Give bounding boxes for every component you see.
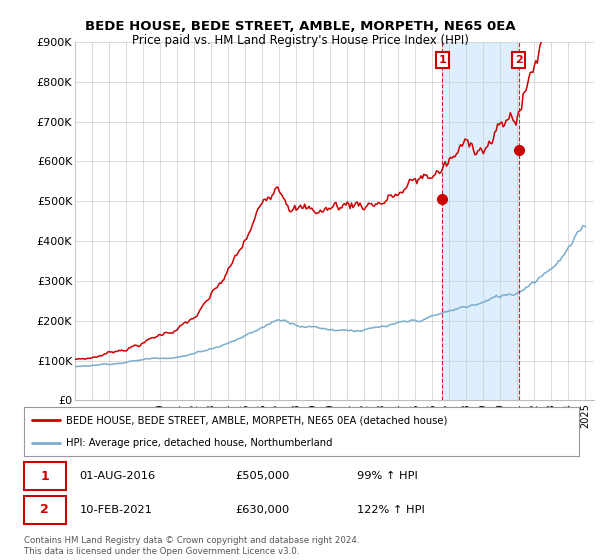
Text: HPI: Average price, detached house, Northumberland: HPI: Average price, detached house, Nort… <box>65 438 332 448</box>
Text: 1: 1 <box>40 469 49 483</box>
Text: £630,000: £630,000 <box>235 505 289 515</box>
Text: 122% ↑ HPI: 122% ↑ HPI <box>357 505 425 515</box>
Text: 01-AUG-2016: 01-AUG-2016 <box>79 471 155 481</box>
Text: 99% ↑ HPI: 99% ↑ HPI <box>357 471 418 481</box>
FancyBboxPatch shape <box>24 462 65 490</box>
Text: BEDE HOUSE, BEDE STREET, AMBLE, MORPETH, NE65 0EA (detached house): BEDE HOUSE, BEDE STREET, AMBLE, MORPETH,… <box>65 416 447 426</box>
FancyBboxPatch shape <box>24 496 65 524</box>
Bar <box>442 42 519 400</box>
Text: Price paid vs. HM Land Registry's House Price Index (HPI): Price paid vs. HM Land Registry's House … <box>131 34 469 46</box>
Text: Contains HM Land Registry data © Crown copyright and database right 2024.
This d: Contains HM Land Registry data © Crown c… <box>24 536 359 556</box>
Text: BEDE HOUSE, BEDE STREET, AMBLE, MORPETH, NE65 0EA: BEDE HOUSE, BEDE STREET, AMBLE, MORPETH,… <box>85 20 515 32</box>
Text: 10-FEB-2021: 10-FEB-2021 <box>79 505 152 515</box>
Text: 2: 2 <box>515 55 523 65</box>
Text: £505,000: £505,000 <box>235 471 289 481</box>
Text: 1: 1 <box>439 55 446 65</box>
Text: 2: 2 <box>40 503 49 516</box>
